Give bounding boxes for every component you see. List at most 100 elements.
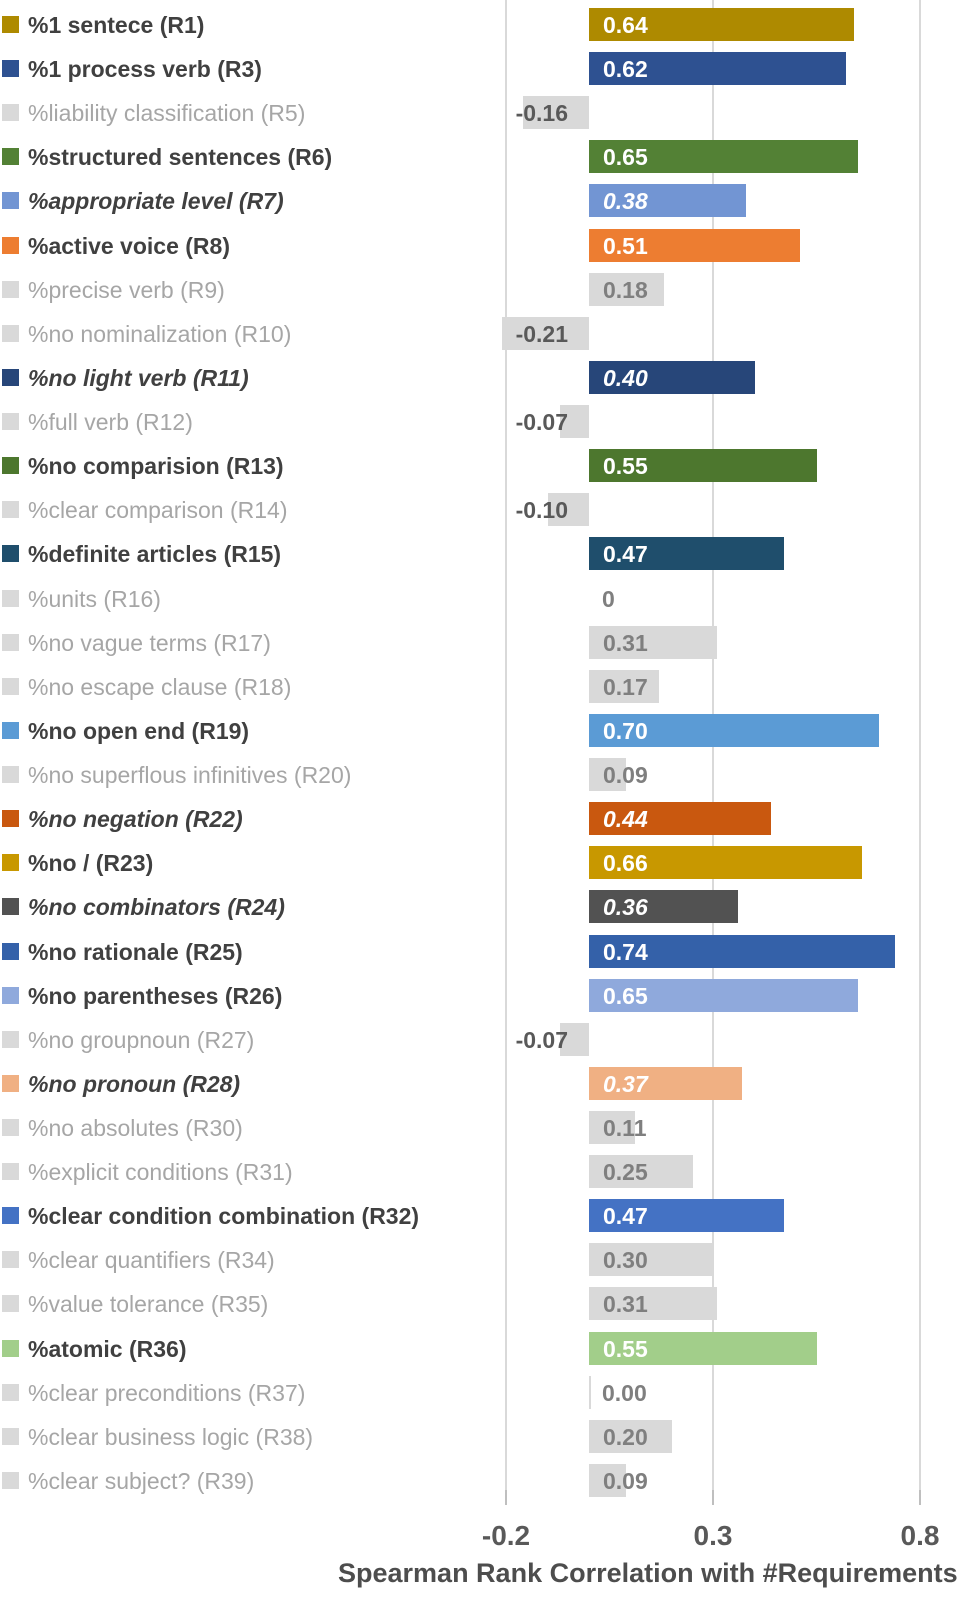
legend-swatch bbox=[2, 1384, 19, 1401]
chart-row: %atomic (R36) 0.55 bbox=[0, 1327, 960, 1371]
bar bbox=[589, 1243, 713, 1276]
bar bbox=[523, 96, 589, 129]
bar bbox=[589, 184, 746, 217]
chart-row: %no negation (R22) 0.44 bbox=[0, 797, 960, 841]
legend-swatch bbox=[2, 1119, 19, 1136]
category-label: %no escape clause (R18) bbox=[28, 674, 292, 700]
legend-swatch bbox=[2, 810, 19, 827]
bar bbox=[589, 52, 846, 85]
bar bbox=[589, 979, 858, 1012]
value-label: 0.20 bbox=[603, 1424, 648, 1450]
x-tick-label: 0.8 bbox=[900, 1520, 940, 1551]
chart-row: %no parentheses (R26) 0.65 bbox=[0, 974, 960, 1018]
chart-row: %clear quantifiers (R34) 0.30 bbox=[0, 1238, 960, 1282]
gridline bbox=[505, 0, 507, 1490]
chart-row: %no open end (R19) 0.70 bbox=[0, 709, 960, 753]
bar bbox=[589, 537, 784, 570]
category-label: %appropriate level (R7) bbox=[28, 188, 284, 214]
legend-swatch bbox=[2, 766, 19, 783]
legend-swatch bbox=[2, 148, 19, 165]
legend-swatch bbox=[2, 413, 19, 430]
legend-swatch bbox=[2, 545, 19, 562]
category-label: %no vague terms (R17) bbox=[28, 630, 271, 656]
bar bbox=[589, 449, 817, 482]
category-label: %no nominalization (R10) bbox=[28, 321, 292, 347]
bar bbox=[589, 1199, 784, 1232]
category-label: %no comparision (R13) bbox=[28, 453, 284, 479]
bar bbox=[589, 1332, 817, 1365]
legend-swatch bbox=[2, 1428, 19, 1445]
value-label: 0.51 bbox=[603, 233, 648, 259]
chart-row: %no combinators (R24) 0.36 bbox=[0, 885, 960, 929]
category-label: %no pronoun (R28) bbox=[28, 1071, 241, 1097]
legend-swatch bbox=[2, 1075, 19, 1092]
chart-row: %no pronoun (R28) 0.37 bbox=[0, 1062, 960, 1106]
chart-row: %clear preconditions (R37) 0.00 bbox=[0, 1371, 960, 1415]
bar bbox=[589, 714, 879, 747]
category-label: %no / (R23) bbox=[28, 850, 154, 876]
value-label: 0.09 bbox=[603, 762, 648, 788]
value-label: -0.16 bbox=[515, 100, 568, 126]
bar bbox=[560, 405, 589, 438]
category-label: %clear quantifiers (R34) bbox=[28, 1247, 275, 1273]
chart-row: %appropriate level (R7) 0.38 bbox=[0, 179, 960, 223]
chart-row: %explicit conditions (R31) 0.25 bbox=[0, 1150, 960, 1194]
bar bbox=[589, 1420, 672, 1453]
chart-row: %structured sentences (R6) 0.65 bbox=[0, 135, 960, 179]
category-label: %clear comparison (R14) bbox=[28, 497, 288, 523]
legend-swatch bbox=[2, 1472, 19, 1489]
value-label: 0.18 bbox=[603, 277, 648, 303]
category-label: %no superflous infinitives (R20) bbox=[28, 762, 352, 788]
bar bbox=[589, 890, 738, 923]
value-label: -0.21 bbox=[515, 321, 568, 347]
legend-swatch bbox=[2, 60, 19, 77]
legend-swatch bbox=[2, 854, 19, 871]
chart-row: %no rationale (R25) 0.74 bbox=[0, 930, 960, 974]
bar bbox=[589, 758, 626, 791]
category-label: %clear subject? (R39) bbox=[28, 1468, 255, 1494]
chart-row: %definite articles (R15) 0.47 bbox=[0, 532, 960, 576]
category-label: %no parentheses (R26) bbox=[28, 983, 283, 1009]
category-label: %no absolutes (R30) bbox=[28, 1115, 243, 1141]
bar bbox=[589, 626, 717, 659]
legend-swatch bbox=[2, 634, 19, 651]
chart-row: %no absolutes (R30) 0.11 bbox=[0, 1106, 960, 1150]
category-label: %1 sentece (R1) bbox=[28, 12, 205, 38]
value-label: 0.37 bbox=[603, 1071, 648, 1097]
value-label: 0.25 bbox=[603, 1159, 648, 1185]
chart-row: %no vague terms (R17) 0.31 bbox=[0, 621, 960, 665]
bar bbox=[560, 1023, 589, 1056]
bar bbox=[589, 229, 800, 262]
category-label: %no negation (R22) bbox=[28, 806, 243, 832]
value-label: 0.31 bbox=[603, 1291, 648, 1317]
chart-row: %no escape clause (R18) 0.17 bbox=[0, 665, 960, 709]
value-label: 0.31 bbox=[603, 630, 648, 656]
bar bbox=[589, 273, 664, 306]
value-label: -0.07 bbox=[515, 409, 568, 435]
chart-row: %full verb (R12) -0.07 bbox=[0, 400, 960, 444]
axis-tick bbox=[712, 1490, 714, 1505]
x-tick-label: 0.3 bbox=[693, 1520, 733, 1551]
value-label: 0.17 bbox=[603, 674, 648, 700]
category-label: %precise verb (R9) bbox=[28, 277, 225, 303]
legend-swatch bbox=[2, 1340, 19, 1357]
bar bbox=[589, 846, 862, 879]
value-label: 0.09 bbox=[603, 1468, 648, 1494]
legend-swatch bbox=[2, 943, 19, 960]
category-label: %1 process verb (R3) bbox=[28, 56, 262, 82]
chart-row: %precise verb (R9) 0.18 bbox=[0, 268, 960, 312]
category-label: %active voice (R8) bbox=[28, 233, 230, 259]
value-label: 0.47 bbox=[603, 1203, 648, 1229]
gridline bbox=[919, 0, 921, 1490]
value-label: 0 bbox=[602, 586, 615, 612]
legend-swatch bbox=[2, 369, 19, 386]
bar bbox=[548, 493, 589, 526]
x-axis-title: Spearman Rank Correlation with #Requirem… bbox=[338, 1558, 958, 1588]
category-label: %no light verb (R11) bbox=[28, 365, 249, 391]
bar bbox=[589, 1376, 591, 1409]
bar bbox=[589, 8, 854, 41]
legend-swatch bbox=[2, 1031, 19, 1048]
value-label: 0.55 bbox=[603, 1336, 648, 1362]
legend-swatch bbox=[2, 457, 19, 474]
